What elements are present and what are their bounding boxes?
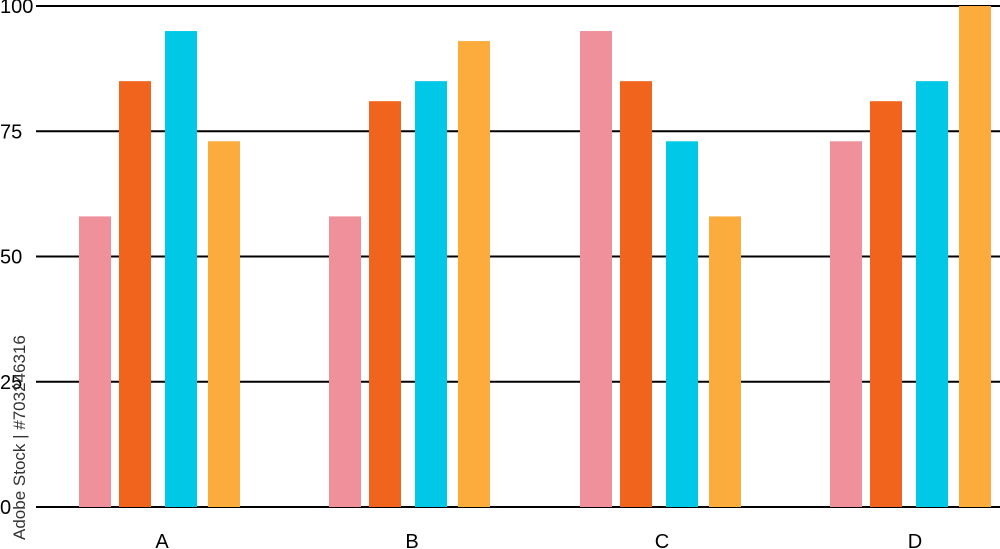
y-tick-label: 25 bbox=[0, 372, 22, 394]
bar-D-1 bbox=[830, 141, 862, 507]
y-tick-label: 100 bbox=[0, 0, 33, 18]
bar-A-1 bbox=[79, 216, 111, 508]
y-tick-label: 0 bbox=[0, 497, 11, 519]
y-axis-tick-labels: 0 25 50 75 100 bbox=[0, 0, 33, 519]
bar-A-2 bbox=[119, 81, 151, 508]
y-tick-label: 50 bbox=[0, 247, 22, 269]
bar-A-3 bbox=[165, 31, 197, 508]
bar-B-3 bbox=[415, 81, 447, 508]
bar-C-1 bbox=[580, 31, 612, 508]
bar-A-4 bbox=[208, 141, 240, 507]
x-category-label: C bbox=[655, 531, 669, 549]
stock-watermark: Adobe Stock | #703246316 bbox=[10, 335, 29, 540]
bar-D-4 bbox=[959, 6, 991, 507]
bar-B-1 bbox=[329, 216, 361, 508]
bar-C-2 bbox=[620, 81, 652, 508]
bars bbox=[79, 6, 991, 508]
x-axis-category-labels: A B C D bbox=[155, 531, 922, 549]
bar-B-2 bbox=[369, 101, 401, 507]
x-category-label: B bbox=[405, 531, 418, 549]
bar-B-4 bbox=[458, 41, 490, 507]
bar-D-3 bbox=[916, 81, 948, 508]
x-category-label: D bbox=[908, 531, 922, 549]
x-category-label: A bbox=[155, 531, 169, 549]
bar-C-3 bbox=[666, 141, 698, 507]
bar-D-2 bbox=[870, 101, 902, 507]
y-tick-label: 75 bbox=[0, 121, 22, 143]
bar-C-4 bbox=[709, 216, 741, 508]
